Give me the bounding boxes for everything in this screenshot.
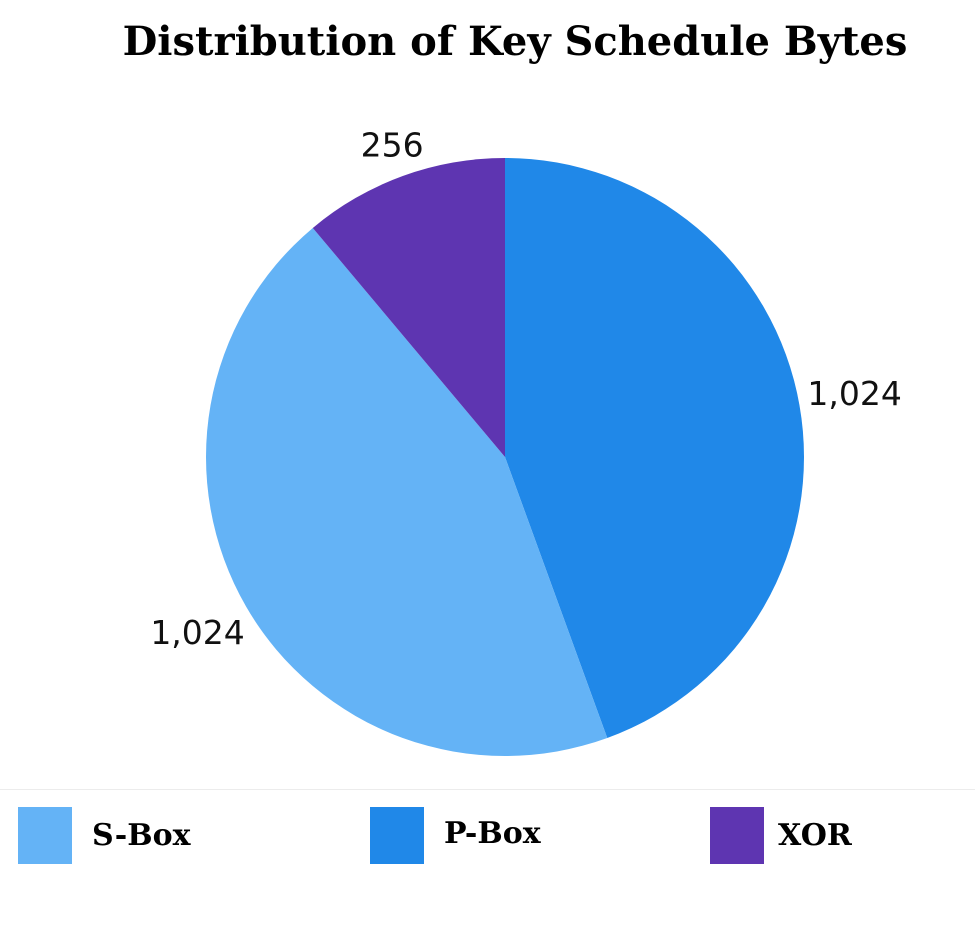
legend-item-xor: XOR — [710, 806, 852, 864]
pie-slice-xor — [312, 158, 505, 457]
data-label-s-box: 1,024 — [150, 613, 244, 652]
data-label-p-box: 1,024 — [807, 374, 901, 413]
legend-swatch-xor — [710, 806, 764, 864]
legend-label-s-box: S-Box — [92, 817, 191, 853]
legend-swatch-p-box — [370, 806, 424, 864]
pie-slice-s-box — [206, 227, 608, 756]
legend-item-s-box: S-Box — [18, 806, 190, 864]
legend-label-p-box: P-Box — [444, 815, 541, 851]
legend-label-xor: XOR — [778, 817, 852, 853]
legend-divider — [0, 789, 975, 790]
data-label-xor: 256 — [361, 125, 424, 164]
pie-chart: 1,024 1,024 256 — [150, 125, 902, 756]
pie-slice-p-box — [505, 158, 804, 738]
chart-title: Distribution of Key Schedule Bytes — [122, 18, 908, 65]
legend-swatch-s-box — [18, 806, 72, 864]
legend-item-p-box: P-Box — [370, 806, 541, 864]
